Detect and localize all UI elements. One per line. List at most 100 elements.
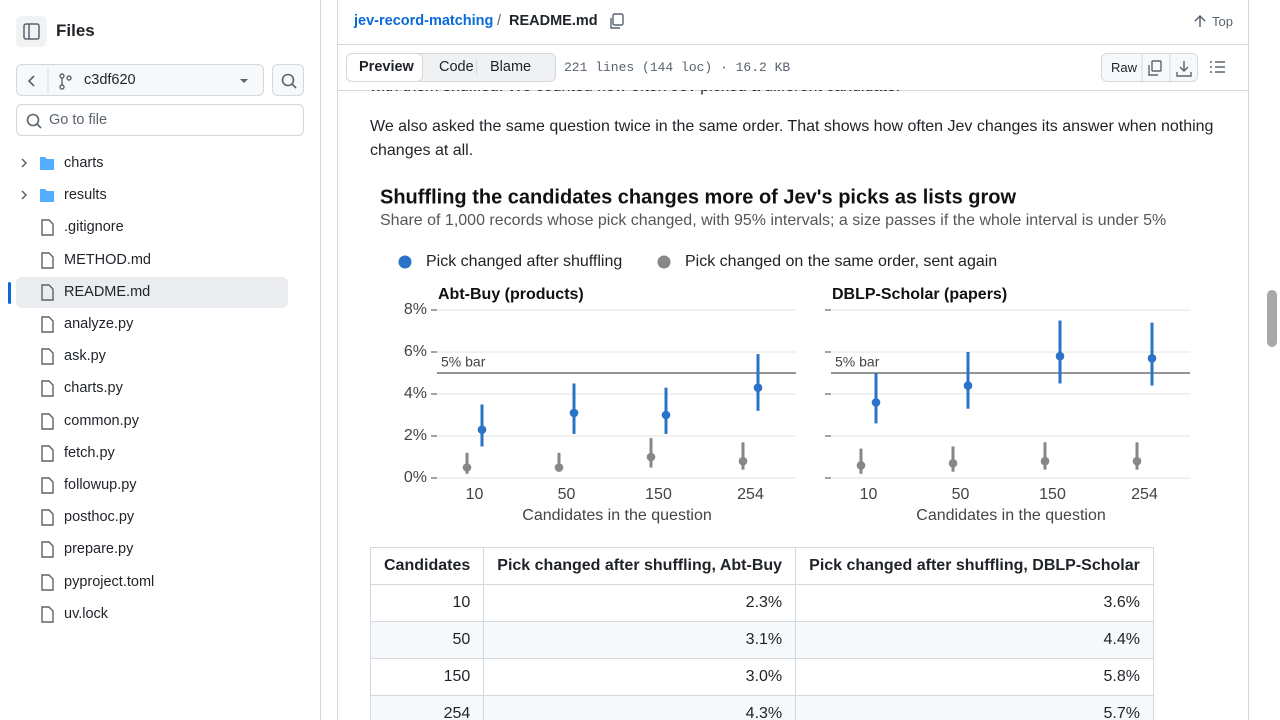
file-name: common.py (64, 412, 139, 429)
table-cell: 254 (369, 695, 485, 720)
folder (40, 157, 54, 170)
file-name: prepare.py (64, 541, 134, 558)
results-table: Candidates Pick changed after shuffling, … (369, 547, 1154, 720)
sidebar: Files c3df620 Go to file charts results .g… (0, 0, 321, 720)
file (41, 541, 54, 559)
paragraph: We also asked the same question twice in… (370, 118, 1214, 159)
tree-item[interactable]: uv.lock (16, 599, 288, 630)
tab-selected[interactable] (346, 53, 423, 82)
tree-item[interactable]: followup.py (16, 470, 288, 501)
file (41, 380, 54, 398)
raw-button[interactable]: Raw (1111, 60, 1138, 75)
tab[interactable]: Blame (476, 59, 531, 75)
path-separator: / (497, 13, 502, 29)
tab[interactable]: Preview (359, 59, 414, 75)
branch-name: c3df620 (84, 72, 136, 88)
tree-item[interactable]: ask.py (16, 341, 288, 372)
folder-icon (21, 157, 54, 170)
file-icon (41, 509, 54, 526)
table-cell: 150 (369, 658, 485, 696)
file-icon (41, 606, 54, 623)
tree-item[interactable]: charts (16, 148, 288, 179)
file-name: fetch.py (64, 444, 115, 461)
file-name: results (64, 187, 107, 204)
chevron (21, 190, 28, 200)
file-name: posthoc.py (64, 509, 135, 526)
tree-item[interactable]: analyze.py (16, 309, 288, 340)
tree-item[interactable]: .gitignore (16, 212, 288, 243)
file (41, 284, 54, 301)
tree-item[interactable]: charts.py (16, 373, 288, 404)
selected-marker (8, 281, 11, 304)
file (41, 348, 54, 365)
table-row: 50 3.1% 4.4% (369, 621, 1154, 659)
table-row: 150 3.0% 5.8% (369, 658, 1154, 696)
tree-item[interactable]: results (16, 180, 288, 211)
main-panel: jev-record-matching / README.md Top Prev… (337, 0, 1249, 720)
paragraph: with them shuffled. We counted how often… (370, 90, 1230, 99)
tree-item[interactable]: METHOD.md (16, 245, 288, 276)
table-cell: 10 (369, 584, 485, 622)
tree-item[interactable]: README.md (8, 276, 288, 308)
tree-item[interactable]: posthoc.py (16, 502, 288, 533)
file (41, 573, 54, 591)
table-cell: 5.7% (795, 695, 1154, 720)
file-name: .gitignore (64, 219, 124, 236)
folder-icon (21, 189, 54, 203)
table-row: 10 2.3% 3.6% (369, 584, 1154, 622)
panel-icon (23, 23, 40, 40)
file-name: charts (64, 155, 104, 171)
collapse-button[interactable] (16, 16, 47, 47)
file-name: pyproject.toml (64, 573, 155, 590)
file (41, 606, 54, 623)
tab[interactable]: Code (439, 59, 474, 75)
file-icon (41, 412, 54, 430)
file-icon (41, 251, 54, 269)
file-name: followup.py (64, 477, 137, 493)
file (41, 412, 54, 430)
file-icon (41, 284, 54, 301)
scrollbar-thumb[interactable] (1267, 290, 1277, 347)
action-icons[interactable] (1102, 54, 1199, 83)
file-icon (41, 316, 54, 333)
top-link[interactable]: Top (1212, 14, 1233, 29)
file-toolbar: Preview Code Blame 221 lines (144 loc) ·… (338, 44, 1248, 91)
branch-selector[interactable]: c3df620 (16, 64, 264, 96)
outline-icon[interactable] (1209, 59, 1227, 77)
repo-link[interactable]: jev-record-matching (354, 13, 494, 29)
file-info: 221 lines (144 loc) · 16.2 KB (564, 60, 791, 75)
file-icon (41, 219, 54, 237)
file (41, 219, 54, 237)
top-arrow (1194, 14, 1206, 27)
search-icon (26, 113, 42, 129)
table-cell: 3.1% (483, 621, 797, 659)
search-icon (281, 73, 297, 89)
header-cell: Pick changed after shuffling, Abt-Buy (483, 547, 797, 585)
header-cell: Pick changed after shuffling, DBLP-Schol… (795, 547, 1154, 585)
file (41, 251, 54, 269)
file-name: METHOD.md (64, 251, 151, 268)
file (41, 477, 54, 494)
tree-item[interactable]: prepare.py (16, 534, 288, 565)
file-icon (41, 477, 54, 494)
table-cell: 4.4% (795, 621, 1154, 659)
sidebar-title: Files (56, 21, 95, 40)
table-cell: 2.3% (483, 584, 797, 622)
search-placeholder: Go to file (49, 112, 108, 128)
chevron (21, 158, 28, 168)
file-icon (41, 380, 54, 398)
table-row: 254 4.3% 5.7% (369, 695, 1154, 720)
tree-item[interactable]: pyproject.toml (16, 567, 288, 598)
file-name: charts.py (64, 380, 123, 397)
header-cell: Candidates (369, 547, 485, 585)
search-button[interactable] (272, 64, 304, 96)
tree-item[interactable]: common.py (16, 406, 288, 437)
file-search[interactable]: Go to file (16, 104, 304, 136)
table-cell: 50 (369, 621, 485, 659)
tree-item[interactable]: fetch.py (16, 438, 288, 469)
file (41, 316, 54, 333)
copy-path-icon[interactable] (608, 13, 626, 31)
file-icon (41, 541, 54, 559)
